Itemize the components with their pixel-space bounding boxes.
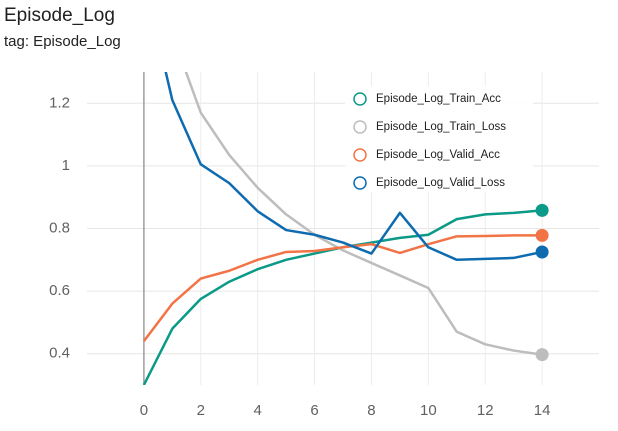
x-tick-label: 12 [477, 402, 494, 419]
x-tick-label: 10 [420, 402, 437, 419]
legend: Episode_Log_Train_Acc Episode_Log_Train_L… [345, 86, 533, 192]
y-tick-label: 0.4 [49, 345, 70, 362]
chart-title: Episode_Log [4, 5, 115, 26]
plot-area [142, 72, 543, 385]
legend-marker [353, 148, 367, 162]
y-tick-label: 1.2 [49, 94, 70, 111]
series-line [142, 234, 543, 342]
legend-label: Episode_Log_Valid_Loss [376, 177, 505, 189]
end-points [535, 203, 549, 362]
series-line [184, 72, 543, 356]
x-tick-label: 2 [197, 402, 205, 419]
x-tick-label: 4 [253, 402, 261, 419]
y-tick-label: 0.6 [49, 282, 70, 299]
x-tick-label: 0 [140, 402, 148, 419]
legend-label: Episode_Log_Valid_Acc [376, 149, 500, 161]
end-point [535, 228, 549, 242]
legend-label: Episode_Log_Train_Acc [376, 93, 501, 105]
end-point [535, 245, 549, 259]
legend-label: Episode_Log_Train_Loss [376, 121, 506, 133]
x-tick-label: 6 [310, 402, 318, 419]
y-tick-label: 1 [62, 157, 70, 174]
x-tick-label: 8 [367, 402, 375, 419]
legend-box [345, 86, 533, 192]
end-point [535, 348, 549, 362]
end-point [535, 203, 549, 217]
y-tick-label: 0.8 [49, 219, 70, 236]
series-line [164, 72, 543, 262]
chart-subtitle: tag: Episode_Log [4, 33, 121, 50]
legend-marker [353, 176, 367, 190]
x-tick-label: 14 [534, 402, 551, 419]
legend-marker [353, 120, 367, 134]
legend-marker [353, 92, 367, 106]
